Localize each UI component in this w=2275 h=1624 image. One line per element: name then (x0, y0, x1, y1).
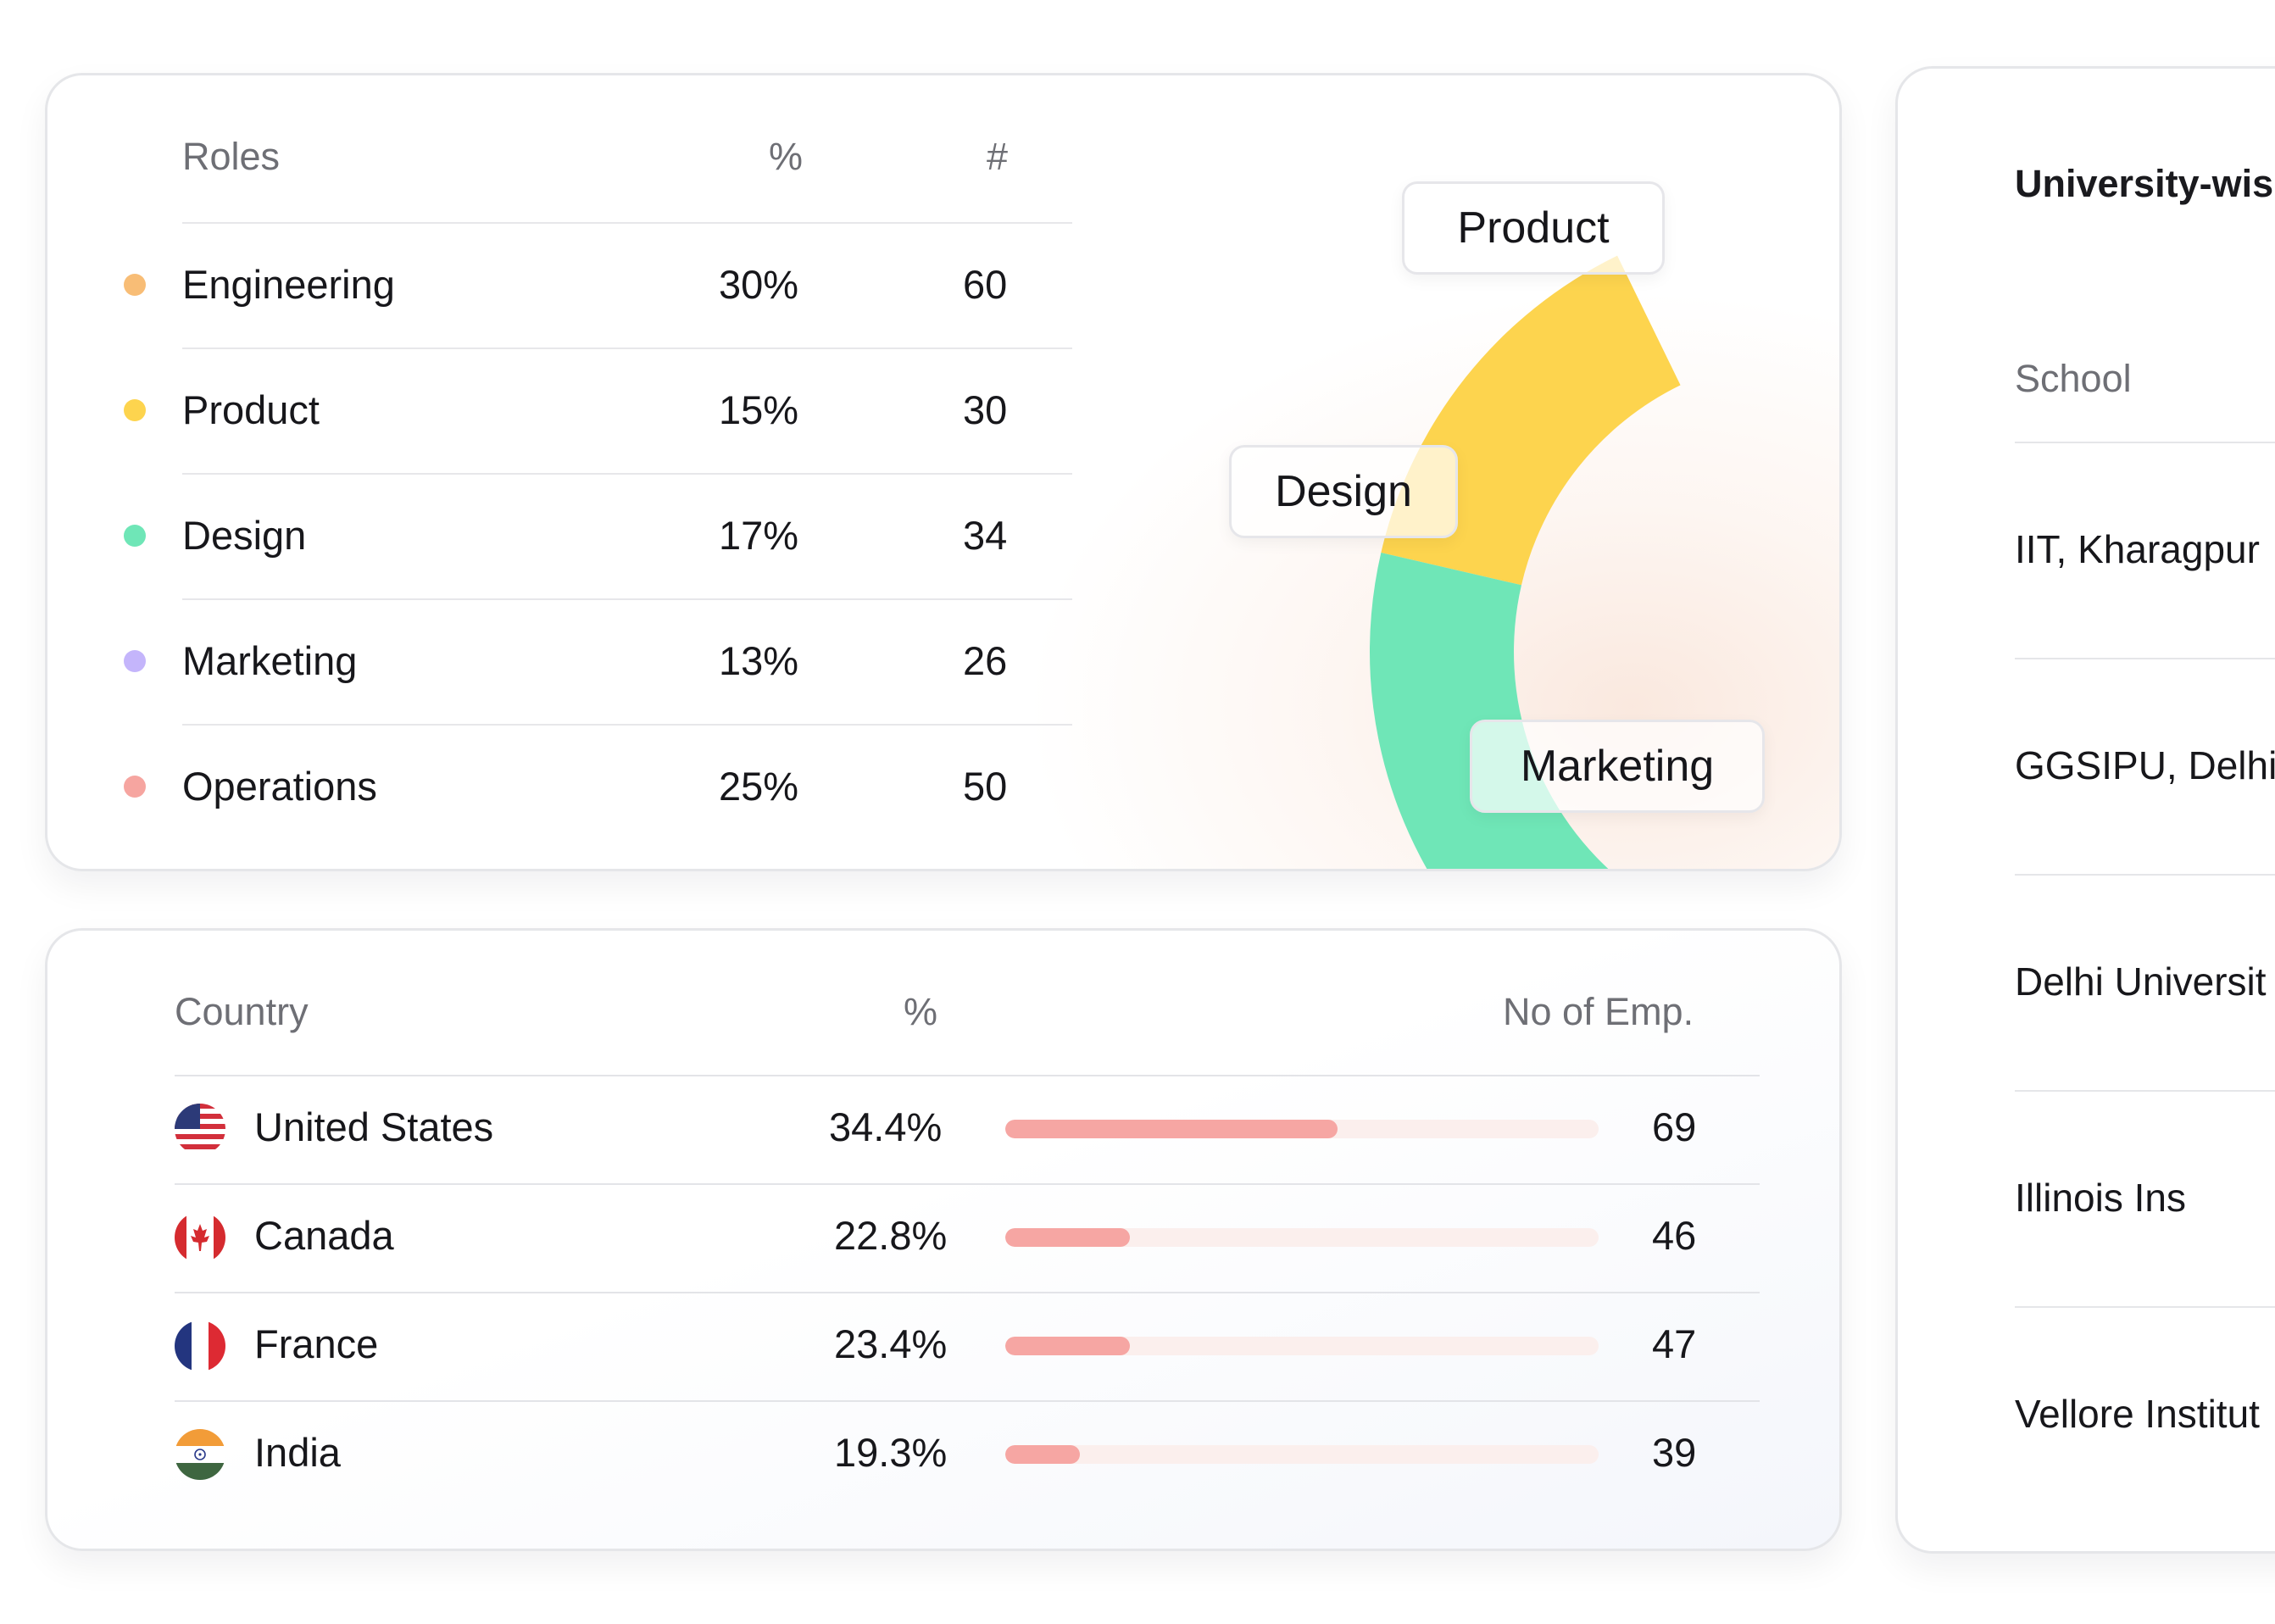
country-name: India (254, 1430, 341, 1475)
country-bar-track (1005, 1228, 1599, 1247)
row-divider (2015, 442, 2275, 443)
role-count: 34 (963, 513, 1008, 558)
roles-table: Roles % # Engineering 30% 60 Product 15%… (47, 75, 1149, 869)
university-row[interactable]: GGSIPU, Delhi (2015, 658, 2275, 874)
school-name: Vellore Institut (2015, 1392, 2260, 1436)
role-name: Operations (182, 764, 377, 809)
country-percent: 22.8% (834, 1213, 948, 1258)
engineering-color-dot (124, 274, 146, 296)
role-percent: 15% (719, 387, 799, 432)
university-header-school: School (2015, 357, 2132, 400)
donut-label-design: Design (1229, 445, 1458, 538)
roles-row-operations[interactable]: Operations 25% 50 (47, 724, 1149, 849)
university-card-title: University-wis (2015, 162, 2274, 205)
row-divider (182, 348, 1072, 349)
marketing-color-dot (124, 650, 146, 672)
country-percent: 19.3% (834, 1430, 948, 1475)
row-divider (2015, 658, 2275, 659)
row-divider (182, 598, 1072, 600)
school-name: Illinois Ins (2015, 1176, 2186, 1220)
operations-color-dot (124, 776, 146, 798)
roles-row-product[interactable]: Product 15% 30 (47, 348, 1149, 473)
role-percent: 17% (719, 513, 799, 558)
university-row[interactable]: Illinois Ins (2015, 1090, 2275, 1306)
country-row-france[interactable]: France 23.4% 47 (47, 1292, 1839, 1400)
country-bar-fill (1005, 1120, 1338, 1138)
country-name: United States (254, 1104, 494, 1149)
school-name: IIT, Kharagpur (2015, 527, 2260, 571)
donut-label-product: Product (1402, 181, 1665, 275)
country-header-percent: % (904, 990, 938, 1033)
role-count: 30 (963, 387, 1008, 432)
donut-label-marketing: Marketing (1470, 720, 1765, 813)
university-row[interactable]: Delhi Universit (2015, 874, 2275, 1090)
country-bar-fill (1005, 1445, 1080, 1464)
row-divider (175, 1400, 1760, 1402)
country-employee-count: 46 (1652, 1213, 1697, 1258)
role-count: 50 (963, 764, 1008, 809)
roles-header-percent: % (769, 135, 804, 178)
row-divider (182, 724, 1072, 726)
row-divider (2015, 1306, 2275, 1308)
role-name: Product (182, 387, 320, 432)
role-percent: 25% (719, 764, 799, 809)
row-divider (182, 222, 1072, 224)
france-flag-icon (175, 1321, 225, 1371)
school-name: GGSIPU, Delhi (2015, 743, 2275, 787)
roles-row-engineering[interactable]: Engineering 30% 60 (47, 222, 1149, 348)
role-percent: 30% (719, 262, 799, 307)
role-name: Engineering (182, 262, 395, 307)
row-divider (175, 1292, 1760, 1293)
product-color-dot (124, 399, 146, 421)
university-row[interactable]: IIT, Kharagpur (2015, 442, 2275, 658)
school-name: Delhi Universit (2015, 959, 2267, 1004)
donut-segment-design[interactable] (1370, 553, 1628, 871)
country-table-header: Country % No of Emp. (47, 990, 1839, 1049)
us-flag-icon (175, 1104, 225, 1154)
row-divider (2015, 874, 2275, 876)
india-flag-icon (175, 1429, 225, 1480)
roles-table-header: Roles % # (47, 135, 1149, 194)
country-card: Country % No of Emp. United States 34.4%… (45, 928, 1842, 1551)
university-card: University-wis School IIT, Kharagpur GGS… (1895, 66, 2275, 1554)
roles-row-design[interactable]: Design 17% 34 (47, 473, 1149, 598)
country-bar-track (1005, 1337, 1599, 1355)
country-percent: 34.4% (829, 1104, 943, 1149)
country-row-canada[interactable]: Canada 22.8% 46 (47, 1183, 1839, 1292)
role-count: 60 (963, 262, 1008, 307)
design-color-dot (124, 525, 146, 547)
country-bar-track (1005, 1120, 1599, 1138)
university-row[interactable]: Vellore Institut (2015, 1306, 2275, 1522)
country-employee-count: 39 (1652, 1430, 1697, 1475)
roles-row-marketing[interactable]: Marketing 13% 26 (47, 598, 1149, 724)
roles-card: Roles % # Engineering 30% 60 Product 15%… (45, 73, 1842, 871)
country-header-employees: No of Emp. (1503, 990, 1694, 1033)
country-row-india[interactable]: India 19.3% 39 (47, 1400, 1839, 1509)
canada-flag-icon (175, 1212, 225, 1263)
row-divider (182, 473, 1072, 475)
country-employee-count: 69 (1652, 1104, 1697, 1149)
country-percent: 23.4% (834, 1321, 948, 1366)
role-count: 26 (963, 638, 1008, 683)
role-name: Marketing (182, 638, 358, 683)
row-divider (2015, 1090, 2275, 1092)
role-percent: 13% (719, 638, 799, 683)
country-bar-fill (1005, 1337, 1130, 1355)
country-name: Canada (254, 1213, 394, 1258)
role-name: Design (182, 513, 307, 558)
country-employee-count: 47 (1652, 1321, 1697, 1366)
roles-header-role: Roles (182, 135, 281, 178)
row-divider (175, 1075, 1760, 1076)
country-row-united-states[interactable]: United States 34.4% 69 (47, 1075, 1839, 1183)
country-name: France (254, 1321, 379, 1366)
roles-header-count: # (987, 135, 1009, 178)
country-header-country: Country (175, 990, 309, 1033)
country-bar-track (1005, 1445, 1599, 1464)
country-bar-fill (1005, 1228, 1130, 1247)
row-divider (175, 1183, 1760, 1185)
